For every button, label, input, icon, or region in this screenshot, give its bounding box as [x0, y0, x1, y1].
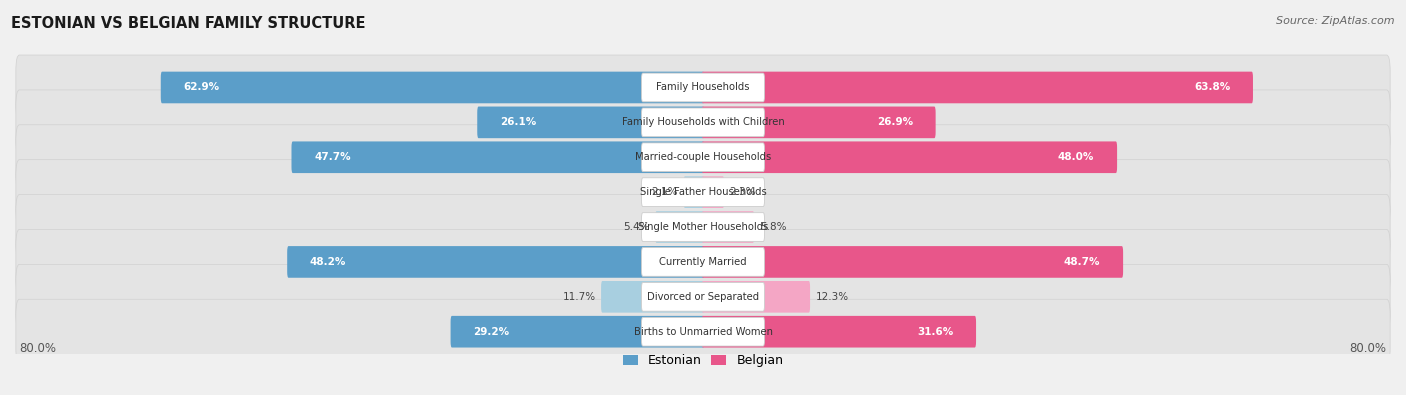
Text: 5.4%: 5.4% [623, 222, 650, 232]
FancyBboxPatch shape [641, 213, 765, 241]
Text: 80.0%: 80.0% [1350, 342, 1386, 355]
Text: 2.3%: 2.3% [730, 187, 756, 197]
Text: 31.6%: 31.6% [917, 327, 953, 337]
FancyBboxPatch shape [655, 211, 704, 243]
FancyBboxPatch shape [702, 316, 976, 348]
FancyBboxPatch shape [287, 246, 704, 278]
FancyBboxPatch shape [15, 299, 1391, 364]
FancyBboxPatch shape [602, 281, 704, 312]
Text: 48.0%: 48.0% [1057, 152, 1094, 162]
Text: 26.9%: 26.9% [877, 117, 912, 127]
FancyBboxPatch shape [702, 71, 1253, 103]
Text: 48.7%: 48.7% [1064, 257, 1101, 267]
FancyBboxPatch shape [450, 316, 704, 348]
Text: 47.7%: 47.7% [315, 152, 352, 162]
FancyBboxPatch shape [15, 195, 1391, 260]
FancyBboxPatch shape [15, 160, 1391, 225]
Text: Family Households: Family Households [657, 83, 749, 92]
Legend: Estonian, Belgian: Estonian, Belgian [617, 349, 789, 372]
FancyBboxPatch shape [15, 125, 1391, 190]
FancyBboxPatch shape [702, 107, 935, 138]
FancyBboxPatch shape [683, 176, 704, 208]
Text: 29.2%: 29.2% [474, 327, 509, 337]
Text: Single Father Households: Single Father Households [640, 187, 766, 197]
FancyBboxPatch shape [477, 107, 704, 138]
Text: 26.1%: 26.1% [501, 117, 536, 127]
FancyBboxPatch shape [702, 141, 1118, 173]
Text: Births to Unmarried Women: Births to Unmarried Women [634, 327, 772, 337]
Text: Source: ZipAtlas.com: Source: ZipAtlas.com [1277, 16, 1395, 26]
FancyBboxPatch shape [291, 141, 704, 173]
Text: Married-couple Households: Married-couple Households [636, 152, 770, 162]
FancyBboxPatch shape [702, 281, 810, 312]
FancyBboxPatch shape [641, 108, 765, 137]
FancyBboxPatch shape [702, 246, 1123, 278]
FancyBboxPatch shape [160, 71, 704, 103]
Text: 48.2%: 48.2% [309, 257, 346, 267]
FancyBboxPatch shape [702, 176, 724, 208]
FancyBboxPatch shape [641, 73, 765, 102]
FancyBboxPatch shape [641, 178, 765, 207]
Text: 80.0%: 80.0% [20, 342, 56, 355]
FancyBboxPatch shape [15, 55, 1391, 120]
FancyBboxPatch shape [641, 143, 765, 171]
Text: 62.9%: 62.9% [184, 83, 219, 92]
Text: Single Mother Households: Single Mother Households [638, 222, 768, 232]
Text: 2.1%: 2.1% [651, 187, 678, 197]
FancyBboxPatch shape [641, 317, 765, 346]
FancyBboxPatch shape [641, 282, 765, 311]
FancyBboxPatch shape [15, 229, 1391, 294]
Text: Currently Married: Currently Married [659, 257, 747, 267]
Text: 12.3%: 12.3% [815, 292, 849, 302]
Text: 63.8%: 63.8% [1194, 83, 1230, 92]
Text: Family Households with Children: Family Households with Children [621, 117, 785, 127]
FancyBboxPatch shape [641, 248, 765, 276]
FancyBboxPatch shape [15, 90, 1391, 155]
Text: Divorced or Separated: Divorced or Separated [647, 292, 759, 302]
Text: 5.8%: 5.8% [759, 222, 786, 232]
Text: ESTONIAN VS BELGIAN FAMILY STRUCTURE: ESTONIAN VS BELGIAN FAMILY STRUCTURE [11, 16, 366, 31]
FancyBboxPatch shape [702, 211, 754, 243]
FancyBboxPatch shape [15, 264, 1391, 329]
Text: 11.7%: 11.7% [562, 292, 596, 302]
